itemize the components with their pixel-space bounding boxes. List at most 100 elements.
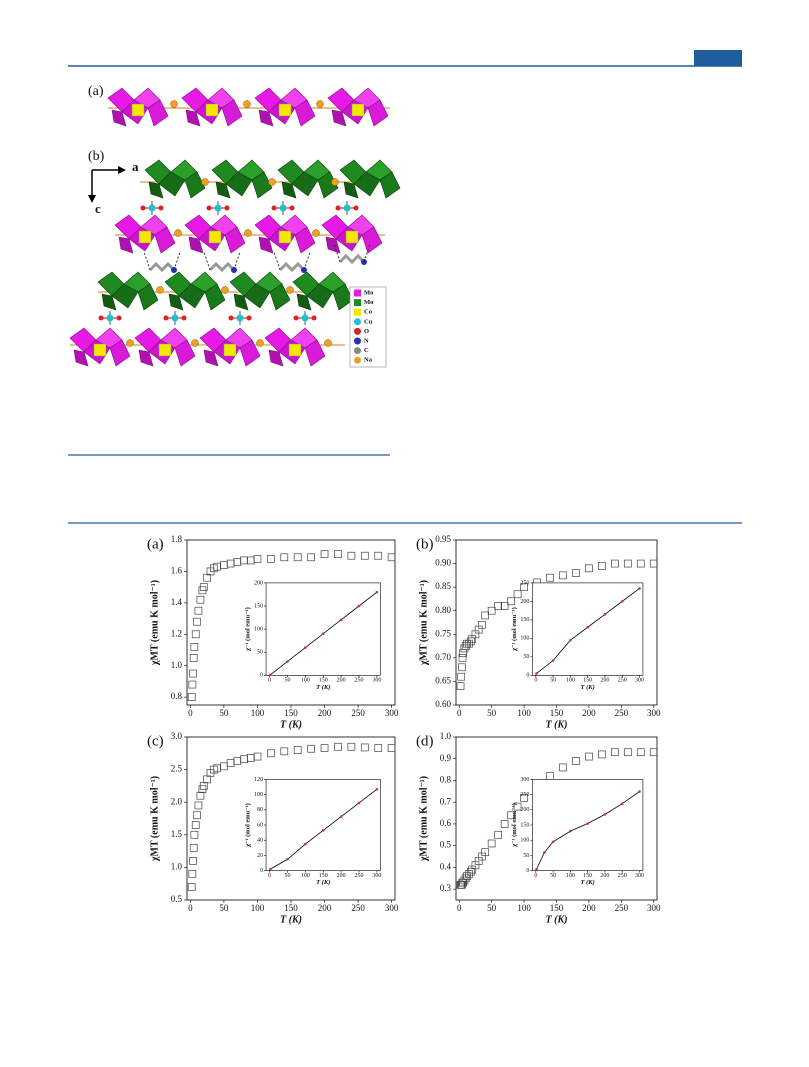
inset-point <box>586 822 589 825</box>
y-tick-label: 120 <box>254 777 263 783</box>
y-tick-label: 150 <box>520 617 529 623</box>
x-tick-label: 300 <box>372 873 381 879</box>
data-point <box>467 637 475 646</box>
y-tick-label: 200 <box>254 580 263 586</box>
inset-frame <box>265 582 381 676</box>
x-tick-label: 100 <box>517 903 531 913</box>
data-point <box>481 848 490 857</box>
data-point <box>494 602 502 610</box>
data-point <box>196 595 205 604</box>
y-tick-label: 0 <box>260 868 263 874</box>
y-tick-label: 1.0 <box>171 861 183 871</box>
data-point <box>280 553 289 562</box>
data-point <box>494 830 502 839</box>
x-tick-label: 150 <box>550 903 564 913</box>
data-point <box>387 553 396 562</box>
x-axis-label: T (K) <box>546 719 568 730</box>
inset-frame <box>532 779 644 871</box>
y-tick-label: 1.0 <box>171 660 183 670</box>
inset-point <box>375 787 379 791</box>
y-tick-label: 0.5 <box>171 894 183 904</box>
fit-line <box>536 791 640 870</box>
panel-label: (a) <box>147 536 164 552</box>
inset-point <box>339 618 343 622</box>
x-tick-label: 150 <box>284 708 298 718</box>
data-point <box>196 791 205 800</box>
y-tick-label: 2.5 <box>171 764 183 774</box>
data-point <box>374 744 383 752</box>
x-tick-label: 300 <box>635 873 644 879</box>
inset-point <box>269 673 272 677</box>
data-point <box>459 878 467 887</box>
data-point <box>520 794 528 802</box>
x-tick-label: 250 <box>618 678 627 684</box>
x-tick-label: 150 <box>583 873 592 879</box>
x-tick-label: 0 <box>268 678 271 684</box>
y-tick-label: 0.60 <box>435 699 451 709</box>
panel-label: (a) <box>88 84 104 99</box>
y-tick-label: 1.5 <box>171 829 183 839</box>
data-point <box>189 843 198 852</box>
x-tick-label: 50 <box>284 678 290 684</box>
y-tick-label: 40 <box>257 838 263 844</box>
legend-swatch <box>354 308 361 316</box>
data-point <box>546 573 554 582</box>
x-tick-label: 100 <box>566 873 575 879</box>
inset-point <box>603 613 607 616</box>
x-tick-label: 300 <box>647 903 661 913</box>
x-axis-label: T (K) <box>581 879 595 886</box>
data-point <box>456 682 465 690</box>
x-tick-label: 300 <box>385 708 399 718</box>
inset-point <box>620 600 624 603</box>
data-point <box>611 748 619 757</box>
axis-label: c <box>95 201 101 216</box>
data-point <box>481 611 490 620</box>
inset-point <box>535 672 538 675</box>
x-axis-label: T (K) <box>280 719 302 730</box>
legend-label: C <box>364 347 369 354</box>
x-tick-label: 0 <box>457 903 462 913</box>
data-point <box>267 555 275 563</box>
y-axis-label: χ⁻¹ (mol emu⁻¹) <box>245 607 252 652</box>
y-axis-label: χMT (emu K mol⁻¹) <box>418 580 429 666</box>
data-point <box>649 559 658 568</box>
y-axis-label: χ⁻¹ (mol emu⁻¹) <box>511 607 518 652</box>
data-point <box>198 586 207 595</box>
inset-point <box>551 840 555 844</box>
data-point <box>513 590 522 599</box>
data-point <box>457 880 466 889</box>
y-tick-label: 100 <box>254 626 263 632</box>
data-point <box>334 742 342 751</box>
legend-label: Na <box>364 357 373 364</box>
x-tick-label: 150 <box>319 678 328 684</box>
legend-swatch <box>354 356 361 364</box>
x-tick-label: 0 <box>188 903 193 913</box>
y-axis-label: χ⁻¹ (mol emu⁻¹) <box>511 803 518 848</box>
data-point <box>334 550 342 558</box>
x-axis-label: T (K) <box>581 684 595 691</box>
x-tick-label: 200 <box>582 708 596 718</box>
inset-frame <box>265 779 381 871</box>
x-tick-label: 150 <box>583 678 592 684</box>
x-tick-label: 150 <box>550 708 564 718</box>
data-point <box>387 744 396 752</box>
data-point <box>189 857 197 865</box>
x-tick-label: 50 <box>550 873 556 879</box>
legend-label: O <box>364 328 369 335</box>
x-tick-label: 0 <box>534 678 537 684</box>
inset-point <box>321 632 325 636</box>
data-point <box>487 606 496 615</box>
inset-point <box>638 790 641 793</box>
data-point <box>307 553 315 562</box>
y-axis-label: χ⁻¹ (mol emu⁻¹) <box>245 803 252 848</box>
data-point <box>585 564 593 573</box>
data-point <box>460 876 469 885</box>
y-tick-label: 60 <box>257 822 263 828</box>
data-point <box>598 750 606 759</box>
x-axis-label: T (K) <box>316 879 330 886</box>
y-tick-label: 0.4 <box>440 861 452 871</box>
x-tick-label: 200 <box>318 708 332 718</box>
data-point <box>623 559 632 568</box>
y-tick-label: 100 <box>520 636 529 642</box>
